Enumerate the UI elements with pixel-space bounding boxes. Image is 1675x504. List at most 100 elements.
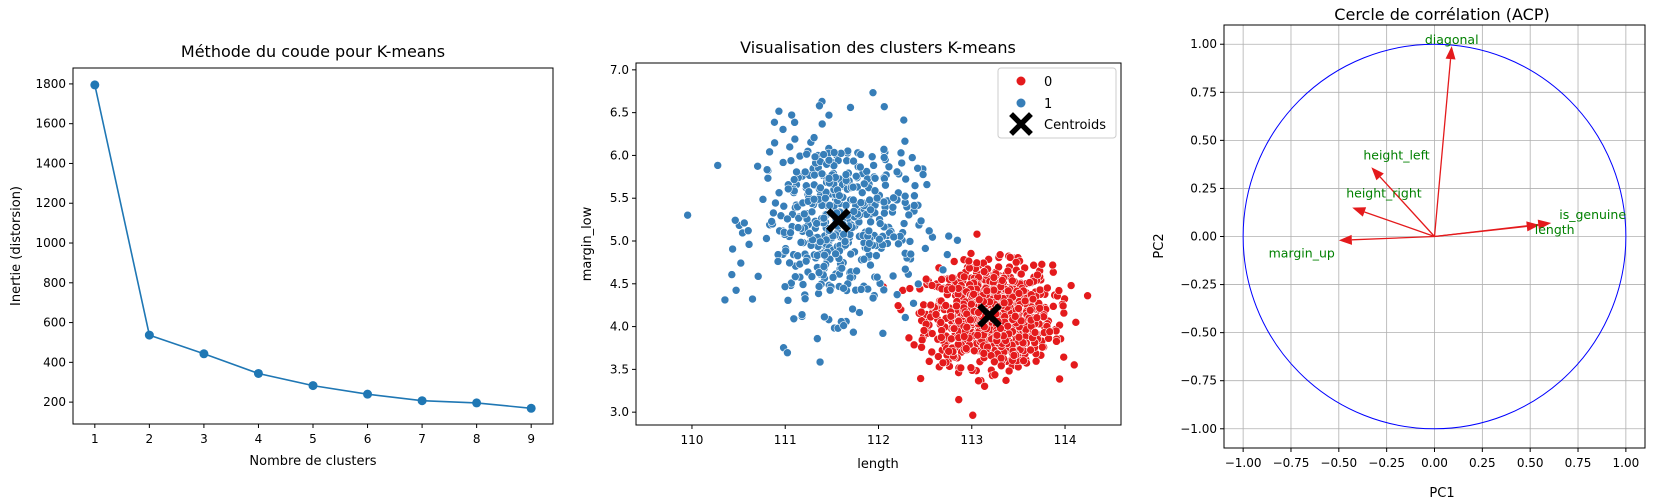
cluster-1-point	[901, 174, 910, 184]
cluster-1-point	[800, 167, 810, 177]
legend-marker-0	[1016, 76, 1026, 86]
cluster-1-point	[787, 110, 796, 120]
cluster-1-point	[866, 260, 875, 270]
cluster-1-point	[831, 249, 840, 259]
cluster-0-point	[927, 347, 937, 357]
cluster-1-point	[821, 193, 830, 203]
cluster-1-point	[793, 251, 802, 261]
loading-arrow-shaft	[1433, 59, 1452, 237]
y-tick-label: −0.25	[1180, 278, 1217, 292]
cluster-1-point	[880, 208, 889, 218]
cluster-0-point	[926, 300, 936, 310]
cluster-1-point	[740, 218, 749, 228]
cluster-0-point	[990, 370, 1000, 380]
cluster-1-point	[824, 174, 834, 183]
y-tick-label: 1800	[35, 77, 66, 91]
y-tick-label: 4.5	[610, 277, 629, 291]
cluster-1-point	[879, 145, 889, 154]
cluster-0-point	[995, 250, 1005, 260]
cluster-0-point	[917, 335, 927, 345]
loading-arrow-head	[1338, 234, 1353, 245]
cluster-0-point	[927, 281, 937, 290]
cluster-1-point	[790, 134, 800, 144]
cluster-1-point	[780, 282, 790, 291]
x-tick-label: 0.50	[1517, 456, 1544, 470]
cluster-0-point	[1003, 286, 1013, 296]
elbow-point	[417, 396, 427, 406]
cluster-1-point	[753, 161, 762, 171]
cluster-1-point	[857, 188, 867, 197]
cluster-0-point	[966, 315, 975, 325]
cluster-1-point	[789, 175, 799, 184]
loading-arrow-head	[1371, 167, 1384, 181]
cluster-0-point	[990, 357, 999, 367]
y-tick-label: 1000	[35, 236, 66, 250]
cluster-0-point	[1033, 270, 1042, 280]
cluster-0-point	[974, 295, 984, 305]
y-tick-label: 200	[43, 395, 66, 409]
cluster-1-point	[820, 312, 829, 322]
elbow-chart-title: Méthode du coude pour K-means	[181, 42, 445, 61]
cluster-0-point	[921, 274, 931, 284]
cluster-1-point	[801, 256, 811, 266]
cluster-0-point	[1020, 296, 1030, 306]
x-tick-label: 113	[960, 433, 983, 447]
cluster-0-point	[1014, 289, 1024, 298]
elbow-point	[199, 349, 209, 359]
cluster-1-point	[909, 201, 919, 210]
cluster-1-point	[731, 286, 741, 295]
cluster-1-point	[839, 284, 848, 293]
cluster-1-point	[813, 334, 822, 343]
cluster-1-point	[773, 257, 783, 266]
vector-label: height_right	[1346, 186, 1422, 201]
cluster-0-point	[1031, 356, 1041, 366]
elbow-line	[94, 84, 532, 410]
cluster-1-point	[815, 357, 825, 367]
cluster-1-point	[892, 290, 902, 299]
cluster-1-point	[767, 217, 776, 226]
cluster-1-point	[805, 229, 814, 238]
cluster-0-point	[952, 301, 961, 311]
cluster-1-point	[770, 118, 779, 127]
cluster-1-point	[814, 268, 824, 277]
cluster-0-point	[941, 301, 951, 310]
cluster-0-point	[917, 343, 926, 352]
cluster-1-point	[892, 167, 902, 177]
cluster-1-point	[897, 158, 907, 168]
cluster-1-point	[889, 193, 898, 203]
cluster-1-point	[889, 232, 899, 242]
cluster-1-point	[812, 251, 822, 260]
cluster-0-point	[954, 395, 964, 404]
cluster-1-point	[763, 173, 773, 183]
cluster-1-point	[792, 167, 801, 177]
cluster-0-point	[966, 363, 976, 373]
cluster-0-point	[1009, 351, 1019, 360]
cluster-1-point	[878, 329, 888, 338]
cluster-1-point	[859, 254, 869, 264]
elbow-point	[363, 389, 373, 399]
loading-arrow-head	[1445, 46, 1456, 60]
cluster-1-point	[774, 106, 784, 116]
cluster-1-point	[835, 191, 844, 200]
cluster-1-point	[872, 193, 882, 203]
cluster-1-point	[786, 156, 796, 165]
vector-label: diagonal	[1425, 32, 1479, 47]
cluster-chart-title: Visualisation des clusters K-means	[740, 38, 1016, 57]
y-tick-label: 800	[43, 276, 66, 290]
cluster-1-point	[807, 272, 817, 281]
cluster-1-point	[783, 214, 792, 224]
cluster-0-point	[1005, 253, 1015, 262]
cluster-1-point	[851, 171, 861, 181]
cluster-1-point	[783, 296, 793, 305]
cluster-1-point	[868, 293, 878, 303]
cluster-1-point	[791, 272, 800, 281]
cluster-0-point	[1071, 318, 1081, 327]
cluster-1-point	[730, 215, 740, 225]
cluster-1-point	[736, 258, 746, 268]
cluster-1-point	[913, 164, 922, 173]
unit-circle	[1242, 43, 1627, 430]
cluster-1-point	[849, 195, 858, 205]
cluster-1-point	[884, 162, 894, 172]
cluster-1-point	[899, 219, 909, 228]
